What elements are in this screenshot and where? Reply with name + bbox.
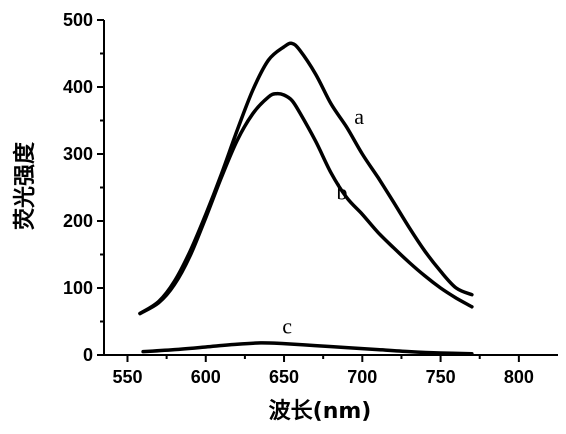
x-tick-label-700: 700 — [347, 367, 377, 387]
series-label-a: a — [354, 104, 364, 129]
y-axis-title: 荧光强度 — [12, 141, 38, 230]
series-label-c: c — [282, 314, 292, 339]
x-tick-label-650: 650 — [269, 367, 299, 387]
tick-labels: 550 600 650 700 750 800 0 100 200 300 400 500 — [63, 10, 534, 387]
x-tick-label-800: 800 — [504, 367, 534, 387]
series-line-c — [141, 341, 474, 356]
series-group — [138, 41, 474, 356]
y-tick-label-0: 0 — [83, 345, 93, 365]
x-tick-label-550: 550 — [112, 367, 142, 387]
x-axis-title: 波长(nm) — [269, 399, 372, 424]
y-tick-label-200: 200 — [63, 211, 93, 231]
y-tick-label-400: 400 — [63, 77, 93, 97]
y-tick-label-100: 100 — [63, 278, 93, 298]
tick-marks — [97, 19, 520, 362]
series-line-b — [138, 91, 474, 316]
x-tick-label-600: 600 — [191, 367, 221, 387]
y-tick-label-500: 500 — [63, 10, 93, 30]
series-labels: a b c — [282, 104, 364, 339]
axes — [103, 20, 558, 356]
x-tick-label-750: 750 — [426, 367, 456, 387]
y-tick-label-300: 300 — [63, 144, 93, 164]
series-label-b: b — [336, 180, 347, 205]
